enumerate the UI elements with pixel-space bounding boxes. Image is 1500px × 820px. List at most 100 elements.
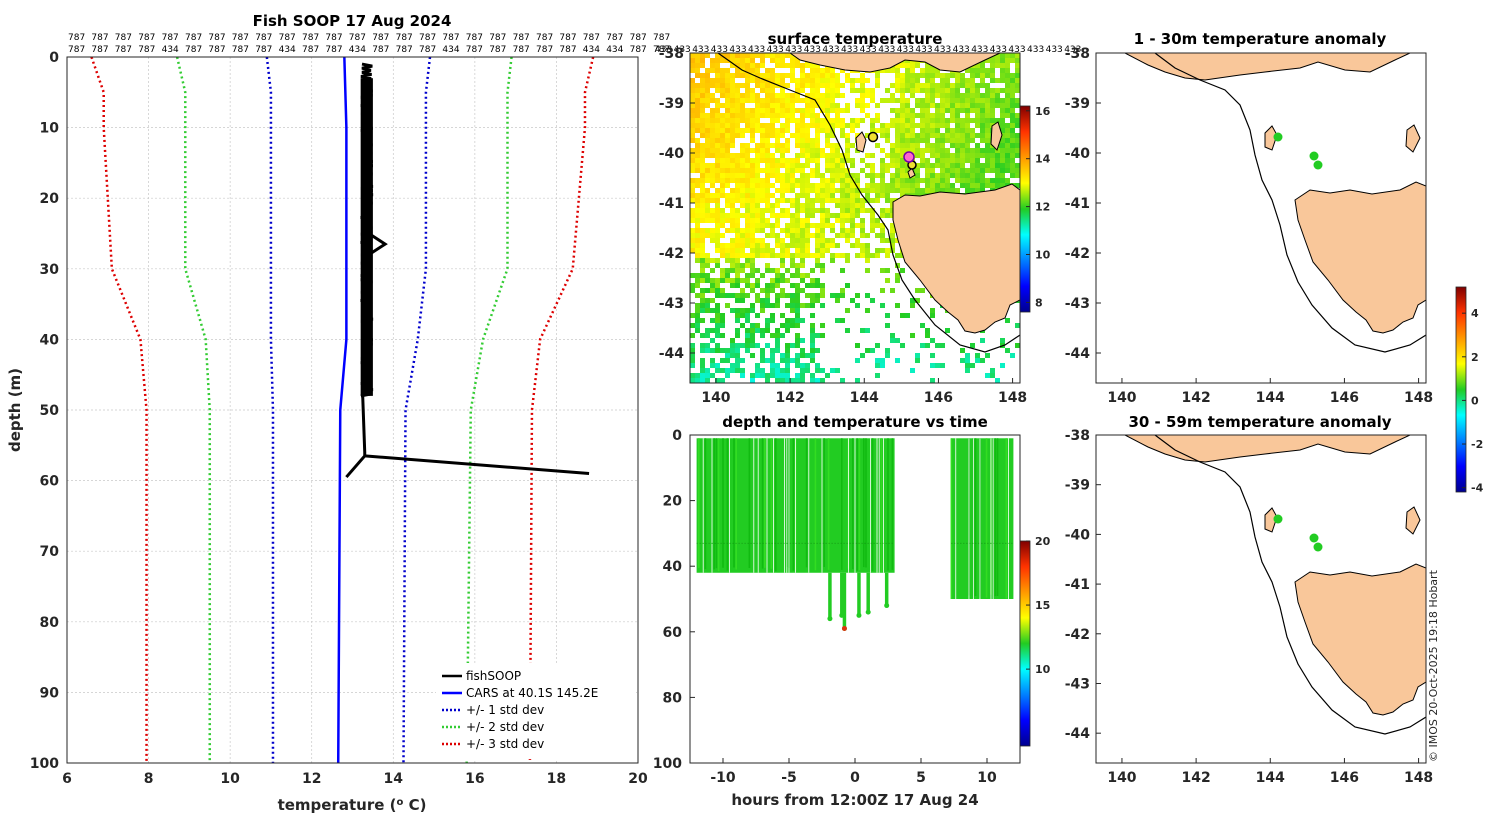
sst-pixel — [815, 198, 820, 203]
surface-colorbar-tick-label: 10 — [1035, 249, 1051, 262]
sst-pixel — [730, 308, 735, 313]
sst-pixel — [940, 343, 945, 348]
sst-pixel — [965, 183, 970, 188]
sst-pixel — [745, 228, 750, 233]
sensor-number: 787 — [419, 33, 436, 43]
sst-pixel — [1015, 53, 1020, 58]
sst-pixel — [690, 358, 695, 363]
sst-pixel — [695, 73, 700, 78]
sst-pixel — [750, 273, 755, 278]
surface-ytick-label: -39 — [659, 96, 684, 112]
sst-pixel — [715, 188, 720, 193]
sst-pixel — [735, 68, 740, 73]
sst-pixel — [720, 188, 725, 193]
sst-pixel — [720, 88, 725, 93]
sst-pixel — [725, 248, 730, 253]
sst-pixel — [995, 168, 1000, 173]
sst-pixel — [700, 148, 705, 153]
sst-pixel — [895, 153, 900, 158]
sst-pixel — [795, 123, 800, 128]
sst-pixel — [735, 183, 740, 188]
surface-sensor-number: 433 — [804, 45, 821, 55]
sst-pixel — [785, 163, 790, 168]
sst-pixel — [1010, 143, 1015, 148]
sst-pixel — [695, 218, 700, 223]
anom2-panel: 30 - 59m temperature anomaly 140 142 144 14… — [1065, 413, 1433, 786]
sst-pixel — [710, 228, 715, 233]
sst-pixel — [800, 178, 805, 183]
sst-pixel — [1000, 118, 1005, 123]
sst-pixel — [785, 188, 790, 193]
sst-pixel — [730, 163, 735, 168]
sst-pixel — [850, 213, 855, 218]
sst-pixel — [720, 323, 725, 328]
sst-pixel — [810, 93, 815, 98]
sst-pixel — [740, 198, 745, 203]
sst-pixel — [840, 318, 845, 323]
sst-pixel — [800, 223, 805, 228]
sst-pixel — [835, 218, 840, 223]
sst-pixel — [720, 68, 725, 73]
sst-pixel — [780, 263, 785, 268]
sst-pixel — [915, 173, 920, 178]
sst-pixel — [775, 233, 780, 238]
sst-pixel — [755, 108, 760, 113]
sst-pixel — [810, 153, 815, 158]
sst-pixel — [910, 118, 915, 123]
sst-pixel — [845, 228, 850, 233]
sst-pixel — [715, 378, 720, 383]
sst-pixel — [745, 233, 750, 238]
sst-pixel — [975, 108, 980, 113]
sst-pixel — [805, 203, 810, 208]
sst-pixel — [765, 298, 770, 303]
surface-sensor-number: 433 — [1008, 45, 1025, 55]
anom2-ytick-label: -42 — [1065, 627, 1090, 643]
sensor-number: 787 — [396, 45, 413, 55]
sst-pixel — [720, 83, 725, 88]
sst-pixel — [765, 248, 770, 253]
sst-pixel — [740, 148, 745, 153]
sst-pixel — [930, 128, 935, 133]
sst-pixel — [1005, 103, 1010, 108]
sst-pixel — [695, 313, 700, 318]
sst-pixel — [865, 268, 870, 273]
sst-pixel — [725, 108, 730, 113]
sst-pixel — [940, 138, 945, 143]
sst-pixel — [720, 143, 725, 148]
sst-pixel — [735, 248, 740, 253]
sst-pixel — [720, 368, 725, 373]
sst-pixel — [690, 313, 695, 318]
sst-pixel — [780, 253, 785, 258]
sst-pixel — [790, 233, 795, 238]
sst-pixel — [890, 173, 895, 178]
sst-pixel — [750, 343, 755, 348]
sst-pixel — [985, 103, 990, 108]
sst-pixel — [765, 163, 770, 168]
sst-pixel — [815, 278, 820, 283]
sst-pixel — [850, 178, 855, 183]
anomaly-colorbar-tick-label: 4 — [1471, 307, 1479, 320]
sst-pixel — [925, 68, 930, 73]
sst-pixel — [860, 103, 865, 108]
sst-pixel — [940, 178, 945, 183]
sst-pixel — [690, 108, 695, 113]
depthtime-ytick-label: 60 — [663, 625, 683, 641]
sst-pixel — [770, 158, 775, 163]
sst-pixel — [935, 188, 940, 193]
profile-ytick-label: 40 — [40, 332, 60, 348]
sst-pixel — [1010, 78, 1015, 83]
sst-pixel — [715, 163, 720, 168]
sst-pixel — [775, 343, 780, 348]
marker-king-island — [867, 131, 879, 143]
sst-pixel — [1015, 173, 1020, 178]
sst-pixel — [960, 93, 965, 98]
sst-pixel — [835, 168, 840, 173]
sst-pixel — [795, 293, 800, 298]
sst-pixel — [740, 83, 745, 88]
sst-pixel — [995, 93, 1000, 98]
sst-pixel — [690, 103, 695, 108]
sst-pixel — [765, 323, 770, 328]
sst-pixel — [720, 168, 725, 173]
sst-pixel — [940, 88, 945, 93]
sst-pixel — [730, 173, 735, 178]
